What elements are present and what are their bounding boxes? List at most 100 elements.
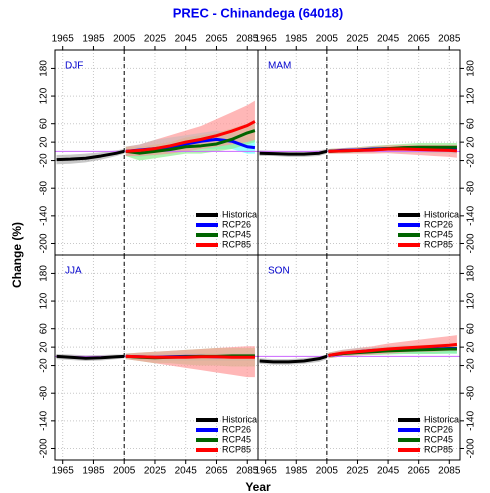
y-axis-label: Change (%) bbox=[10, 222, 24, 288]
y-tick-label: -140 bbox=[39, 205, 50, 225]
y-tick-label: -80 bbox=[466, 181, 477, 196]
y-tick-label: -80 bbox=[39, 386, 50, 401]
x-tick-label: 2005 bbox=[316, 34, 339, 45]
y-tick-label: 20 bbox=[466, 136, 477, 148]
x-tick-label: 2025 bbox=[346, 466, 369, 477]
panel: 1965 1985 2005 2025 2045 2065 2085 -200 -140 -80 -… bbox=[255, 34, 477, 256]
y-tick-label: 60 bbox=[466, 118, 477, 130]
x-tick-label: 1985 bbox=[82, 34, 105, 45]
panel: 1965 1985 2005 2025 2045 2065 2085 -200 -140 -80 -… bbox=[39, 254, 259, 477]
x-tick-label: 2085 bbox=[236, 34, 259, 45]
legend-label: RCP85 bbox=[222, 239, 251, 249]
y-tick-label: -140 bbox=[466, 410, 477, 430]
y-tick-label: 120 bbox=[466, 292, 477, 309]
x-tick-label: 2025 bbox=[346, 34, 369, 45]
legend-label: RCP26 bbox=[424, 219, 453, 229]
y-tick-label: -80 bbox=[39, 181, 50, 196]
uncertainty-band bbox=[125, 346, 255, 378]
y-tick-label: -20 bbox=[466, 358, 477, 373]
y-tick-label: -80 bbox=[466, 386, 477, 401]
x-tick-label: 2005 bbox=[113, 34, 136, 45]
legend-label: RCP26 bbox=[222, 424, 251, 434]
series-line bbox=[125, 129, 256, 155]
x-tick-label: 2045 bbox=[377, 466, 400, 477]
y-tick-label: -200 bbox=[39, 233, 50, 253]
x-tick-label: 1965 bbox=[255, 34, 278, 45]
x-tick-label: 2065 bbox=[205, 466, 228, 477]
series-line bbox=[125, 120, 256, 153]
panel-frame bbox=[257, 254, 461, 461]
legend-label: RCP26 bbox=[222, 219, 251, 229]
x-tick-label: 2065 bbox=[408, 34, 431, 45]
x-tick-label: 2045 bbox=[377, 34, 400, 45]
y-tick-label: 20 bbox=[466, 341, 477, 353]
legend-label: Historical bbox=[222, 209, 259, 219]
x-tick-label: 2005 bbox=[113, 466, 136, 477]
legend-label: Historical bbox=[424, 414, 461, 424]
x-tick-label: 1985 bbox=[285, 34, 308, 45]
panel-label: DJF bbox=[65, 61, 83, 72]
series-line bbox=[259, 149, 328, 156]
x-tick-label: 2065 bbox=[408, 466, 431, 477]
panel-label: SON bbox=[268, 266, 290, 277]
y-tick-label: 60 bbox=[39, 323, 50, 335]
y-tick-label: -20 bbox=[466, 153, 477, 168]
x-tick-label: 2045 bbox=[175, 466, 198, 477]
y-tick-label: 60 bbox=[39, 118, 50, 130]
y-tick-label: -20 bbox=[39, 153, 50, 168]
y-tick-label: 180 bbox=[466, 60, 477, 77]
x-tick-label: 2045 bbox=[175, 34, 198, 45]
y-tick-label: 120 bbox=[39, 87, 50, 104]
legend-label: RCP45 bbox=[222, 434, 251, 444]
x-tick-label: 2025 bbox=[144, 34, 167, 45]
y-tick-label: 180 bbox=[39, 265, 50, 282]
x-tick-label: 1965 bbox=[52, 34, 75, 45]
series-line bbox=[328, 147, 458, 153]
y-tick-label: -200 bbox=[466, 233, 477, 253]
legend-label: RCP85 bbox=[424, 239, 453, 249]
x-tick-label: 2085 bbox=[438, 466, 461, 477]
series-line bbox=[259, 354, 328, 364]
y-tick-label: -140 bbox=[466, 205, 477, 225]
legend-label: RCP45 bbox=[424, 229, 453, 239]
x-tick-label: 2005 bbox=[316, 466, 339, 477]
legend-label: RCP85 bbox=[222, 444, 251, 454]
y-tick-label: 20 bbox=[39, 341, 50, 353]
y-tick-label: 120 bbox=[39, 292, 50, 309]
y-tick-label: -200 bbox=[39, 438, 50, 458]
legend-label: RCP26 bbox=[424, 424, 453, 434]
x-axis-label: Year bbox=[245, 480, 271, 493]
y-tick-label: -20 bbox=[39, 358, 50, 373]
legend-label: Historical bbox=[222, 414, 259, 424]
x-tick-label: 2085 bbox=[236, 466, 259, 477]
y-tick-label: -140 bbox=[39, 410, 50, 430]
y-tick-label: 60 bbox=[466, 323, 477, 335]
panel: 1965 1985 2005 2025 2045 2065 2085 -200 -140 -80 -… bbox=[255, 254, 477, 477]
panel: 1965 1985 2005 2025 2045 2065 2085 -200 -140 -80 -… bbox=[39, 34, 259, 256]
series-line bbox=[56, 354, 125, 360]
legend-label: Historical bbox=[424, 209, 461, 219]
legend-label: RCP45 bbox=[222, 229, 251, 239]
y-tick-label: 20 bbox=[39, 136, 50, 148]
x-tick-label: 1965 bbox=[52, 466, 75, 477]
y-tick-label: 180 bbox=[466, 265, 477, 282]
series-line bbox=[56, 149, 125, 162]
panel-label: JJA bbox=[65, 266, 82, 277]
x-tick-label: 2025 bbox=[144, 466, 167, 477]
x-tick-label: 2065 bbox=[205, 34, 228, 45]
series-line bbox=[328, 342, 458, 357]
y-tick-label: -200 bbox=[466, 438, 477, 458]
y-tick-label: 120 bbox=[466, 87, 477, 104]
x-tick-label: 1965 bbox=[255, 466, 278, 477]
legend-label: RCP45 bbox=[424, 434, 453, 444]
x-tick-label: 2085 bbox=[438, 34, 461, 45]
chart-title: PREC - Chinandega (64018) bbox=[173, 5, 344, 20]
panel-label: MAM bbox=[268, 61, 291, 72]
series-line bbox=[125, 354, 255, 359]
x-tick-label: 1985 bbox=[82, 466, 105, 477]
y-tick-label: 180 bbox=[39, 60, 50, 77]
legend-label: RCP85 bbox=[424, 444, 453, 454]
x-tick-label: 1985 bbox=[285, 466, 308, 477]
